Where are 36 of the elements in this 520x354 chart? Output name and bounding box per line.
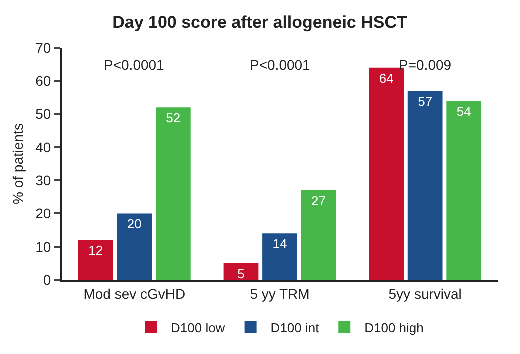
x-tick-label: 5 yy TRM — [250, 286, 310, 302]
bar — [156, 108, 191, 280]
y-tick-label: 60 — [36, 73, 52, 90]
bar — [408, 91, 443, 280]
y-tick-label: 50 — [36, 106, 52, 122]
data-label: 57 — [418, 94, 433, 110]
data-label: 5 — [238, 266, 245, 282]
y-tick-label: 40 — [36, 139, 52, 156]
chart-title: Day 100 score after allogeneic HSCT — [112, 12, 408, 32]
annotation: P=0.009 — [399, 57, 452, 73]
y-tick-label: 20 — [36, 206, 52, 222]
bar — [117, 214, 152, 280]
annotation: P<0.0001 — [104, 57, 165, 73]
data-label: 14 — [272, 236, 288, 252]
data-label: 52 — [166, 110, 181, 126]
data-label: 27 — [312, 194, 326, 209]
y-tick-label: 0 — [43, 272, 52, 288]
bar — [224, 263, 259, 280]
legend-label: D100 high — [364, 320, 424, 336]
data-label: 20 — [127, 216, 142, 232]
y-tick-label: 30 — [36, 172, 52, 188]
x-tick-label: 5yy survival — [388, 286, 462, 302]
x-tick-label: Mod sev cGvHD — [84, 286, 186, 302]
y-axis-title: % of patients — [10, 124, 26, 204]
y-tick-label: 10 — [36, 238, 52, 255]
bar — [78, 240, 114, 280]
bar — [301, 190, 336, 280]
y-tick-label: 70 — [36, 40, 52, 56]
legend-label: D100 int — [270, 320, 320, 336]
bar — [446, 101, 482, 280]
data-label: 54 — [456, 104, 472, 120]
annotation: P<0.0001 — [250, 57, 311, 73]
data-label: 64 — [379, 70, 394, 86]
data-label: 12 — [88, 243, 104, 258]
legend-label: D100 low — [171, 320, 226, 336]
bar — [262, 234, 298, 280]
